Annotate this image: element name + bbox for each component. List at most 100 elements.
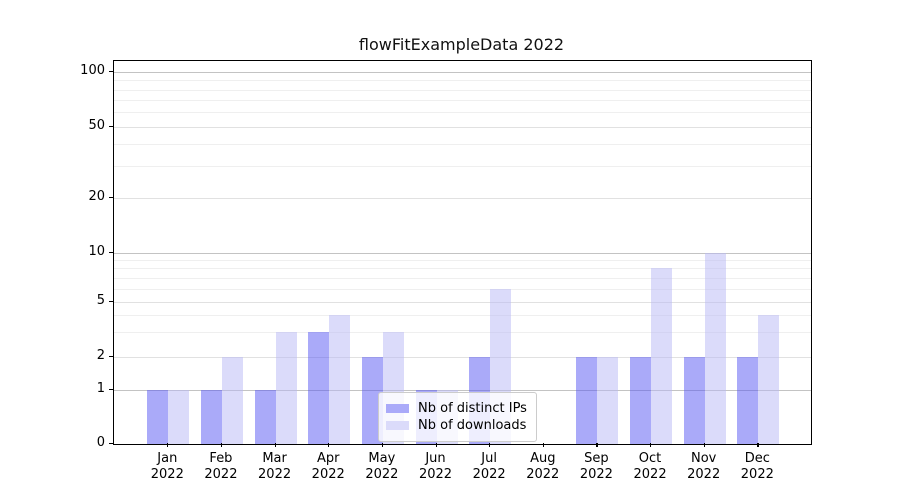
x-tick-month: Aug xyxy=(530,450,556,466)
x-tick-month: Sep xyxy=(584,450,609,466)
major-gridline xyxy=(114,390,811,391)
x-tick-month: Apr xyxy=(316,450,340,466)
x-tick-label-nov: Nov 2022 xyxy=(672,451,736,483)
minor-gridline xyxy=(114,89,811,91)
legend-swatch-icon xyxy=(386,421,409,430)
bar-nb-of-downloads-jan xyxy=(168,390,190,444)
legend-row: Nb of downloads xyxy=(386,418,527,433)
x-tick-year: 2022 xyxy=(633,466,667,482)
x-tick-year: 2022 xyxy=(526,466,560,482)
y-tick-mark xyxy=(109,125,113,127)
legend-label: Nb of distinct IPs xyxy=(418,401,527,416)
minor-gridline xyxy=(114,259,811,261)
x-tick-year: 2022 xyxy=(204,466,238,482)
x-tick-year: 2022 xyxy=(258,466,292,482)
x-tick-month: Jul xyxy=(481,450,497,466)
bar-nb-of-downloads-feb xyxy=(221,357,243,444)
x-tick-label-dec: Dec 2022 xyxy=(725,451,789,483)
minor-gridline xyxy=(114,277,811,279)
x-tick-mark xyxy=(703,442,705,447)
x-tick-year: 2022 xyxy=(365,466,399,482)
y-tick-mark xyxy=(109,389,113,391)
x-tick-month: Mar xyxy=(262,450,287,466)
bar-nb-of-distinct-ips-mar xyxy=(254,390,276,444)
y-tick-mark xyxy=(109,300,113,302)
legend-swatch-icon xyxy=(386,404,409,413)
bar-nb-of-distinct-ips-nov xyxy=(683,357,705,444)
semi-gridline xyxy=(114,198,811,199)
x-tick-year: 2022 xyxy=(740,466,774,482)
y-tick-mark xyxy=(109,356,113,358)
x-tick-label-apr: Apr 2022 xyxy=(296,451,360,483)
x-tick-mark xyxy=(220,442,223,447)
x-tick-mark xyxy=(274,442,276,447)
bar-nb-of-distinct-ips-sep xyxy=(576,357,598,444)
minor-gridline xyxy=(114,268,811,270)
bar-nb-of-distinct-ips-dec xyxy=(737,357,759,444)
x-tick-label-jun: Jun 2022 xyxy=(404,451,468,483)
semi-gridline xyxy=(114,357,811,358)
minor-gridline xyxy=(114,332,811,334)
minor-gridline xyxy=(114,143,811,145)
y-tick-mark xyxy=(109,442,113,444)
bar-nb-of-downloads-mar xyxy=(275,332,297,444)
bar-nb-of-distinct-ips-jan xyxy=(147,390,169,444)
x-tick-year: 2022 xyxy=(311,466,345,482)
x-tick-label-may: May 2022 xyxy=(350,451,414,483)
y-tick-label: 10 xyxy=(88,243,105,259)
bar-nb-of-distinct-ips-apr xyxy=(308,332,330,444)
x-tick-month: Nov xyxy=(691,450,717,466)
bar-nb-of-downloads-apr xyxy=(329,315,351,444)
legend-row: Nb of distinct IPs xyxy=(386,401,527,416)
y-tick-mark xyxy=(109,71,113,73)
bar-nb-of-distinct-ips-oct xyxy=(630,357,652,444)
x-tick-label-aug: Aug 2022 xyxy=(511,451,575,483)
x-tick-mark xyxy=(167,442,169,447)
y-tick-label: 1 xyxy=(96,381,105,396)
bar-nb-of-distinct-ips-feb xyxy=(200,390,222,444)
x-tick-label-oct: Oct 2022 xyxy=(618,451,682,483)
x-tick-label-mar: Mar 2022 xyxy=(243,451,307,483)
x-tick-year: 2022 xyxy=(687,466,721,482)
x-tick-mark xyxy=(489,442,491,447)
x-tick-mark xyxy=(650,442,652,447)
x-tick-month: Dec xyxy=(744,450,770,466)
legend-label: Nb of downloads xyxy=(418,418,527,433)
x-tick-label-sep: Sep 2022 xyxy=(564,451,628,483)
x-tick-mark xyxy=(381,442,384,447)
x-tick-year: 2022 xyxy=(418,466,453,482)
y-tick-label: 2 xyxy=(96,348,105,363)
minor-gridline xyxy=(114,112,811,114)
x-tick-month: Feb xyxy=(209,450,233,466)
x-tick-mark xyxy=(328,442,330,447)
bar-nb-of-downloads-sep xyxy=(597,357,619,444)
minor-gridline xyxy=(114,288,811,290)
x-tick-month: Oct xyxy=(638,450,662,466)
x-tick-mark xyxy=(542,442,544,447)
major-gridline xyxy=(114,252,811,254)
x-tick-month: May xyxy=(368,450,396,466)
minor-gridline xyxy=(114,80,811,82)
x-tick-year: 2022 xyxy=(579,466,613,482)
y-tick-mark xyxy=(109,251,113,253)
x-tick-mark xyxy=(435,442,437,447)
bar-nb-of-distinct-ips-may xyxy=(361,357,383,444)
x-tick-month: Jan xyxy=(157,450,178,466)
minor-gridline xyxy=(114,315,811,317)
y-tick-label: 100 xyxy=(80,63,105,78)
semi-gridline xyxy=(114,301,811,303)
y-tick-label: 50 xyxy=(88,117,105,133)
chart-title: flowFitExampleData 2022 xyxy=(358,35,565,54)
x-tick-label-jan: Jan 2022 xyxy=(135,451,199,483)
minor-gridline xyxy=(114,166,811,168)
x-tick-mark xyxy=(596,442,598,447)
x-tick-year: 2022 xyxy=(472,466,506,482)
major-gridline xyxy=(114,72,811,73)
x-tick-label-feb: Feb 2022 xyxy=(189,451,253,483)
minor-gridline xyxy=(114,100,811,102)
y-tick-label: 5 xyxy=(96,292,105,308)
plot-area xyxy=(113,59,812,445)
x-tick-label-jul: Jul 2022 xyxy=(457,451,521,483)
x-tick-year: 2022 xyxy=(150,466,184,482)
